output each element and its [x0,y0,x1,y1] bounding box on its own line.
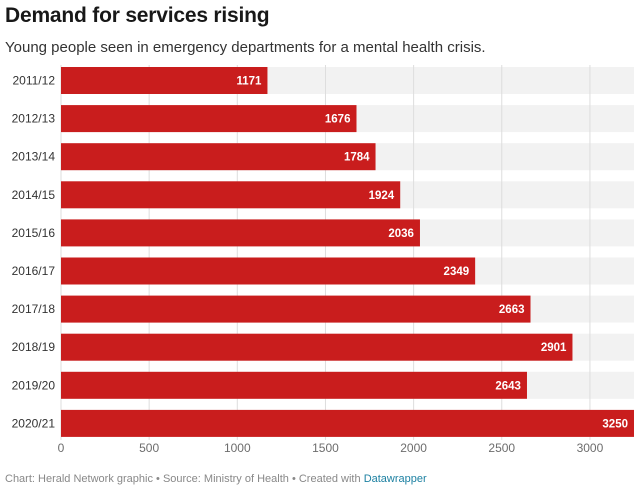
chart-subtitle: Young people seen in emergency departmen… [5,39,486,56]
category-label: 2018/19 [12,340,56,354]
category-label: 2014/15 [12,188,56,202]
value-label: 2349 [444,266,470,278]
category-label: 2011/12 [13,74,56,88]
bar [61,143,376,171]
source-credit: Source: Ministry of Health [162,473,289,485]
bar [61,371,527,399]
category-label: 2020/21 [12,416,56,430]
category-label: 2016/17 [12,264,56,278]
x-tick-label: 2000 [400,441,427,455]
x-tick-label: 1000 [224,441,251,455]
chart-credit: Chart: Herald Network graphic [5,473,153,485]
bar [61,409,634,437]
datawrapper-link[interactable]: Datawrapper [363,473,427,485]
value-label: 1676 [325,114,351,126]
category-label: 2012/13 [12,112,56,126]
x-axis-tick-labels: 0 500 1000 1500 2000 2500 3000 [58,441,604,455]
value-labels: 1171 1676 1784 1924 2036 2349 2663 2901 2643 3250 [237,76,628,431]
value-label: 1924 [369,190,395,202]
x-tick-label: 1500 [312,441,339,455]
chart-footer: Chart: Herald Network graphic • Source: … [5,473,427,485]
value-label: 2036 [388,228,414,240]
footer-separator: • [156,473,160,485]
bar [61,105,357,133]
x-tick-label: 3000 [577,441,604,455]
created-with-text: Created with [298,473,361,485]
x-tick-label: 500 [139,441,159,455]
bar [61,67,268,94]
category-label: 2013/14 [12,150,56,164]
category-label: 2017/18 [12,302,56,316]
bar [61,181,401,209]
bar [61,333,573,361]
footer-separator: • [291,473,296,485]
bar [61,295,531,323]
chart-title: Demand for services rising [5,4,270,27]
x-tick-label: 0 [58,441,65,455]
category-label: 2015/16 [12,226,56,240]
value-label: 1171 [237,76,263,88]
value-label: 2901 [541,342,567,354]
value-label: 2643 [495,380,521,392]
value-label: 1784 [344,152,370,164]
value-label: 3250 [602,418,628,430]
value-label: 2663 [499,304,525,316]
category-label: 2019/20 [12,378,56,392]
bars [61,67,634,437]
bar [61,257,476,285]
bar [61,219,420,247]
x-tick-label: 2500 [488,441,515,455]
category-labels: 2011/12 2012/13 2013/14 2014/15 2015/16 2016/… [12,74,56,431]
